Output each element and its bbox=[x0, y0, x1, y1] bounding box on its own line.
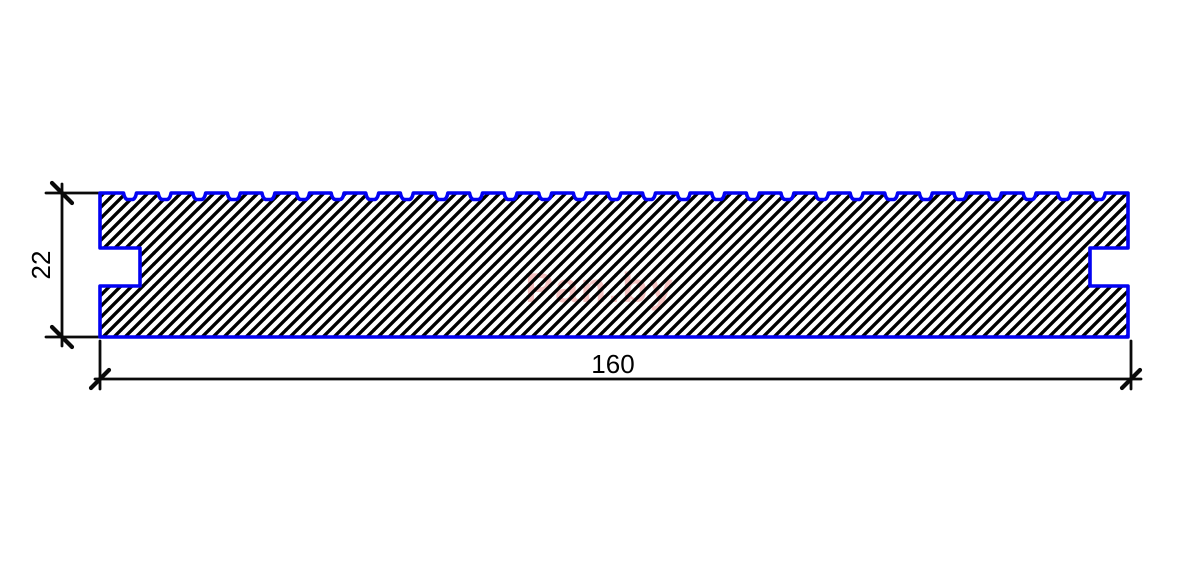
width-tick-right bbox=[1119, 367, 1143, 391]
width-dimension bbox=[88, 339, 1143, 391]
board-profile-outline bbox=[98, 191, 1130, 339]
width-tick-left bbox=[88, 367, 112, 391]
width-dimension-label: 160 bbox=[591, 349, 634, 379]
height-tick-top bbox=[49, 180, 75, 206]
height-dimension bbox=[44, 180, 102, 350]
height-tick-bottom bbox=[49, 324, 75, 350]
height-dimension-label: 22 bbox=[26, 251, 56, 280]
